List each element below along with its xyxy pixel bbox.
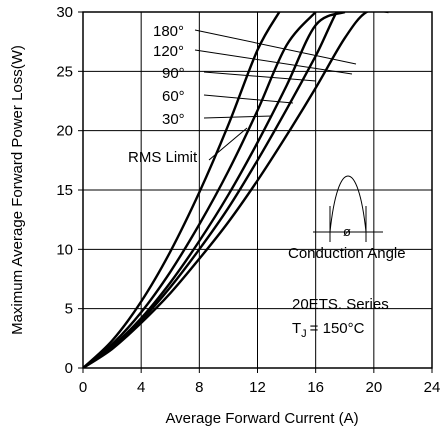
rms-limit-leader xyxy=(208,127,248,161)
leader-line xyxy=(203,71,317,82)
conduction-angle-label: Conduction Angle xyxy=(288,245,406,262)
curve-label-60: 60° xyxy=(162,88,185,105)
leader-lines xyxy=(194,29,357,161)
y-tick-label: 15 xyxy=(56,182,73,199)
tj-label: TJ = 150°C xyxy=(292,320,365,340)
x-tick-label: 12 xyxy=(249,379,266,396)
y-tick-label: 10 xyxy=(56,241,73,258)
phi-label: ø xyxy=(343,224,351,239)
series-label: 20ETS. Series xyxy=(292,296,389,313)
curve-label-90: 90° xyxy=(162,65,185,82)
x-tick-label: 20 xyxy=(365,379,382,396)
y-axis-label: Maximum Average Forward Power Loss(W) xyxy=(9,45,26,335)
y-tick-label: 0 xyxy=(65,360,73,377)
curve-label-30: 30° xyxy=(162,111,185,128)
tj-value: = 150°C xyxy=(310,320,365,337)
rms-limit-label: RMS Limit xyxy=(128,149,198,166)
tj-prefix: T xyxy=(292,320,301,337)
curve-180-deg xyxy=(83,12,389,368)
curve-90-deg xyxy=(83,12,346,368)
x-tick-label: 8 xyxy=(195,379,203,396)
conduction-angle-inset: ø xyxy=(313,175,383,242)
leader-line xyxy=(194,29,357,65)
y-tick-labels: 0 5 10 15 20 25 30 xyxy=(56,4,73,377)
leader-line xyxy=(203,115,273,119)
grid xyxy=(78,11,433,373)
x-tick-label: 16 xyxy=(307,379,324,396)
y-tick-label: 20 xyxy=(56,123,73,140)
curve-label-120: 120° xyxy=(153,43,184,60)
leader-line xyxy=(194,49,353,75)
curve-labels: 180° 120° 90° 60° 30° xyxy=(153,23,185,128)
y-tick-label: 5 xyxy=(65,301,73,318)
x-tick-label: 4 xyxy=(137,379,145,396)
plot-frame xyxy=(82,11,433,369)
curves xyxy=(83,12,389,368)
x-axis-label: Average Forward Current (A) xyxy=(165,410,358,427)
x-tick-labels: 0 4 8 12 16 20 24 xyxy=(79,379,441,396)
curve-30-deg xyxy=(83,12,281,368)
leader-line xyxy=(203,94,294,104)
x-tick-label: 24 xyxy=(424,379,441,396)
x-tick-label: 0 xyxy=(79,379,87,396)
y-tick-label: 25 xyxy=(56,63,73,80)
y-tick-label: 30 xyxy=(56,4,73,21)
tj-subscript: J xyxy=(301,328,307,340)
curve-120-deg xyxy=(83,12,367,368)
curve-label-180: 180° xyxy=(153,23,184,40)
